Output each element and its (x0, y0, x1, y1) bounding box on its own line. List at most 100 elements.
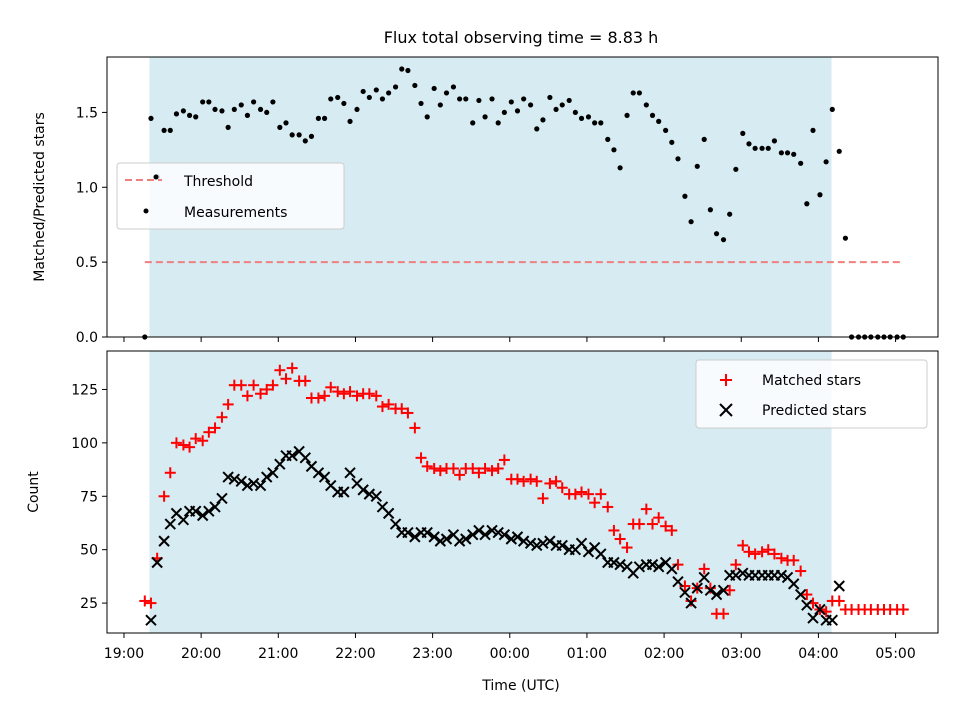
matched-star-point (666, 524, 678, 536)
measurement-point (656, 118, 662, 124)
measurement-point (771, 138, 778, 144)
predicted-star-point (633, 561, 646, 573)
matched-star-point (595, 488, 607, 500)
predicted-star-point (151, 556, 163, 569)
matched-star-point (576, 486, 588, 498)
predicted-star-point (544, 535, 556, 547)
matched-star-point (743, 546, 755, 558)
measurement-point (784, 150, 791, 156)
predicted-star-point (524, 537, 537, 549)
matched-star-point (602, 501, 614, 513)
measurement-point (501, 109, 507, 116)
measurement-point (173, 111, 180, 117)
matched-star-point (241, 390, 253, 402)
measurement-point (457, 96, 463, 102)
predicted-star-point (158, 535, 170, 547)
measurement-point (405, 67, 411, 74)
matched-star-point (344, 386, 356, 398)
predicted-stars-points (145, 445, 845, 626)
predicted-star-point (402, 526, 414, 539)
predicted-star-point (698, 571, 710, 584)
measurement-point (829, 106, 835, 113)
measurement-point (379, 96, 386, 102)
matched-star-point (672, 559, 684, 571)
measurement-point (206, 99, 212, 105)
predicted-star-point (216, 492, 228, 505)
matched-star-point (203, 426, 215, 438)
matched-star-point (492, 463, 504, 474)
measurement-point (231, 106, 237, 113)
predicted-star-point (428, 531, 440, 543)
measurement-point (713, 231, 720, 237)
measurement-point (264, 109, 270, 116)
measurement-point (778, 150, 784, 156)
matched-star-point (621, 542, 633, 554)
measurement-point (373, 87, 379, 93)
measurement-point (836, 148, 842, 154)
bottom-xtick-label: 22:00 (335, 646, 375, 662)
predicted-star-point (685, 597, 697, 609)
predicted-star-point (312, 467, 325, 479)
predicted-star-point (737, 567, 749, 579)
predicted-star-point (190, 505, 202, 517)
predicted-star-point (646, 558, 659, 571)
matched-star-point (332, 386, 344, 398)
top-ytick-label: 1.0 (76, 180, 98, 196)
matched-star-point (608, 524, 620, 536)
measurement-point (315, 115, 322, 121)
measurement-point (321, 115, 328, 121)
predicted-star-point (704, 584, 717, 596)
bottom-xtick-label: 00:00 (490, 646, 530, 662)
top-y-axis-label: Matched/Predicted stars (32, 112, 48, 282)
predicted-star-point (228, 473, 241, 485)
matched-star-point (274, 364, 286, 376)
matched-star-point (640, 503, 652, 515)
matched-star-point (518, 475, 530, 487)
matched-star-point (556, 482, 568, 494)
top-axes-frame (106, 56, 939, 338)
matched-star-point (267, 379, 279, 391)
matched-star-point (717, 608, 729, 620)
measurement-point (663, 127, 669, 133)
measurement-point (534, 126, 540, 132)
measurement-point (470, 120, 476, 126)
matched-star-point (421, 460, 433, 472)
measurement-point (765, 145, 771, 151)
matched-star-point (338, 388, 350, 400)
bottom-ytick-label: 125 (71, 382, 98, 398)
measurement-point (200, 99, 206, 105)
matched-star-point (209, 422, 221, 434)
measurement-point (238, 102, 244, 108)
measurement-point (585, 114, 592, 120)
measurement-point (277, 124, 283, 130)
matched-star-point (614, 533, 626, 545)
matched-star-point (660, 520, 672, 532)
matched-star-point (184, 441, 196, 453)
matched-star-point (633, 518, 645, 530)
matched-star-point (550, 475, 562, 487)
matched-star-point (788, 554, 800, 566)
measurement-point (418, 100, 424, 107)
measurement-point (559, 102, 565, 108)
measurement-point (643, 102, 649, 108)
matched-star-point (235, 379, 247, 391)
bottom-xtick-label: 19:00 (104, 646, 144, 662)
predicted-star-point (582, 546, 595, 558)
measurement-point (611, 147, 617, 153)
predicted-star-point (531, 539, 543, 552)
predicted-star-point (826, 614, 838, 626)
measurement-point (482, 114, 488, 120)
measurement-point (746, 141, 752, 147)
matched-star-point (569, 488, 581, 500)
matched-star-point (795, 565, 807, 577)
top-ytick-label: 0.5 (76, 255, 98, 271)
measurement-point (251, 99, 257, 105)
legend-predicted-marker (719, 403, 733, 417)
predicted-star-point (511, 531, 524, 543)
predicted-star-point (652, 561, 665, 573)
predicted-star-point (370, 490, 382, 502)
predicted-star-point (517, 535, 530, 547)
measurement-point (412, 82, 418, 89)
matched-star-point (589, 497, 601, 509)
predicted-star-point (421, 526, 433, 539)
